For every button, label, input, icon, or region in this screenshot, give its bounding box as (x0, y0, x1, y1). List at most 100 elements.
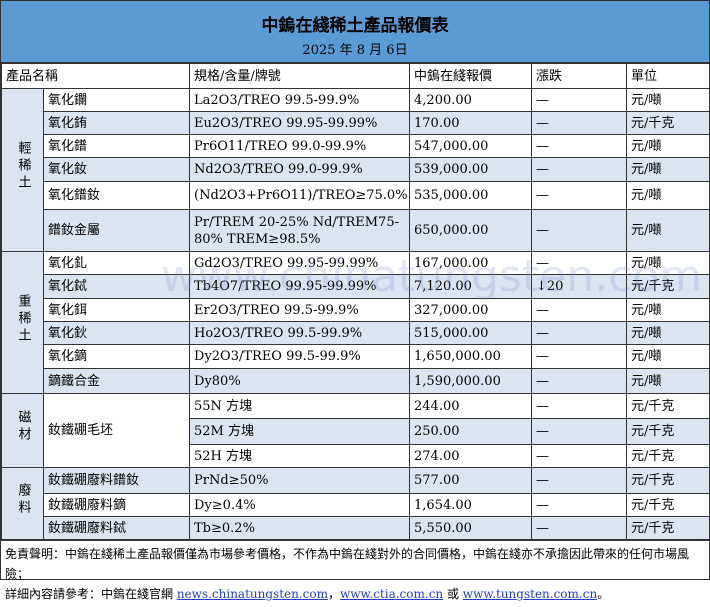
price: 577.00 (409, 467, 533, 494)
spec: Pr/TREM 20-25% Nd/TREM75-80% TREM≥98.5% (189, 209, 411, 252)
disclaimer: 免責聲明：中鎢在綫稀土產品報價僅為市場參考價格，不作為中鎢在綫對外的合同價格，中… (5, 547, 690, 581)
product-name: 氧化釓 (42, 251, 191, 275)
price: 1,650,000.00 (409, 344, 533, 369)
change: ↓20 (531, 274, 628, 299)
product-name: 氧化鈥 (42, 321, 191, 345)
change: — (531, 344, 628, 369)
price: 244.00 (409, 393, 533, 419)
table-row: 氧化鈥 Ho2O3/TREO 99.5-99.9% 515,000.00— 元/噸 (2, 321, 710, 345)
group-label: 廢料 (1, 467, 44, 540)
table-header-band: 中鎢在綫稀土產品報價表 2025 年 8 月 6日 (1, 1, 709, 63)
table-row: 鐠釹金屬 Pr/TREM 20-25% Nd/TREM75-80% TREM≥98… (2, 209, 710, 252)
change: — (531, 298, 628, 322)
column-headers: 產品名稱 規格/含量/牌號 中鎢在綫報價 漲跌 單位 (0, 63, 710, 89)
change: — (531, 467, 628, 494)
change: — (531, 444, 628, 468)
product-name: 氧化鏑 (42, 344, 191, 369)
unit: 元/千克 (626, 444, 710, 468)
price: 515,000.00 (409, 321, 533, 345)
product-name: 氧化鑭 (42, 88, 191, 112)
separator: ， (327, 587, 340, 601)
table-row: 52M 方塊 250.00— 元/千克 (2, 418, 710, 445)
header-spec: 規格/含量/牌號 (189, 63, 411, 89)
product-name: 釹鐵硼廢料鋱 (42, 516, 191, 540)
spec: PrNd≥50% (189, 467, 411, 494)
spec: Dy2O3/TREO 99.5-99.9% (189, 344, 411, 369)
link-tungsten[interactable]: www.tungsten.com.cn (462, 587, 598, 601)
price-table: 產品名稱 規格/含量/牌號 中鎢在綫報價 漲跌 單位 輕稀土 氧化鑭 La2O3/T… (0, 63, 710, 540)
table-row: 氧化鐠 Pr6O11/TREO 99.0-99.9% 547,000.00— 元/噸 (2, 134, 710, 158)
price: 327,000.00 (409, 298, 533, 322)
table-row: 氧化釹 Nd2O3/TREO 99.0-99.9% 539,000.00— 元/噸 (2, 157, 710, 182)
table-row: 氧化銪 Eu2O3/TREO 99.95-99.99% 170.00— 元/千克 (2, 111, 710, 135)
unit: 元/噸 (626, 321, 710, 345)
price: 1,654.00 (409, 493, 533, 517)
unit: 元/千克 (626, 418, 710, 445)
table-row: 廢料 釹鐵硼廢料鐠釹 PrNd≥50% 577.00— 元/千克 (1, 467, 710, 540)
unit: 元/噸 (626, 368, 710, 394)
change: — (531, 321, 628, 345)
price: 4,200.00 (409, 88, 533, 112)
spec: Dy≥0.4% (189, 493, 411, 517)
table-row: 釹鐵硼廢料鏑 Dy≥0.4% 1,654.00— 元/千克 (2, 493, 710, 517)
group-label: 輕稀土 (1, 88, 44, 252)
change: — (531, 393, 628, 419)
link-ctia[interactable]: www.ctia.com.cn (340, 587, 444, 601)
price: 650,000.00 (409, 209, 533, 252)
unit: 元/千克 (626, 493, 710, 517)
change: — (531, 88, 628, 112)
unit: 元/千克 (626, 111, 710, 135)
link-news[interactable]: news.chinatungsten.com (176, 587, 328, 601)
product-name: 鐠釹金屬 (42, 209, 191, 252)
price: 1,590,000.00 (409, 368, 533, 394)
table-row: 氧化鉺 Er2O3/TREO 99.5-99.9% 327,000.00— 元/噸 (2, 298, 710, 322)
unit: 元/噸 (626, 298, 710, 322)
product-name: 氧化鉺 (42, 298, 191, 322)
group-label: 重稀土 (1, 251, 44, 394)
spec: La2O3/TREO 99.5-99.9% (189, 88, 411, 112)
price: 7,120.00 (409, 274, 533, 299)
change: — (531, 368, 628, 394)
header-price: 中鎢在綫報價 (409, 63, 533, 89)
price: 167,000.00 (409, 251, 533, 275)
price: 539,000.00 (409, 157, 533, 182)
unit: 元/噸 (626, 344, 710, 369)
table-row: 釹鐵硼廢料鋱 Tb≥0.2% 5,550.00— 元/千克 (2, 516, 710, 540)
change: — (531, 493, 628, 517)
table-row: 重稀土 氧化釓 Gd2O3/TREO 99.95-99.99% 167,000.00 —… (1, 251, 710, 394)
product-name: 氧化鐠 (42, 134, 191, 158)
price: 170.00 (409, 111, 533, 135)
separator: 或 (443, 587, 463, 601)
product-name: 鏑鐵合金 (42, 368, 191, 394)
unit: 元/噸 (626, 209, 710, 252)
change: — (531, 134, 628, 158)
spec: Pr6O11/TREO 99.0-99.9% (189, 134, 411, 158)
spec: Nd2O3/TREO 99.0-99.9% (189, 157, 411, 182)
spec: 52H 方塊 (189, 444, 411, 468)
product-name: 氧化鋱 (42, 274, 191, 299)
unit: 元/千克 (626, 393, 710, 419)
change: — (531, 209, 628, 252)
spec: Dy80% (189, 368, 411, 394)
group-label: 磁材 (1, 393, 44, 468)
header-name: 產品名稱 (0, 63, 191, 89)
spec: 55N 方塊 (189, 393, 411, 419)
footer: 免責聲明：中鎢在綫稀土產品報價僅為市場參考價格，不作為中鎢在綫對外的合同價格，中… (1, 540, 709, 607)
table-row: 氧化鋱 Tb4O7/TREO 99.95-99.99% 7,120.00 ↓20 元/千… (2, 274, 710, 299)
price: 250.00 (409, 418, 533, 445)
spec: Ho2O3/TREO 99.5-99.9% (189, 321, 411, 345)
change: — (531, 181, 628, 210)
spec: Tb4O7/TREO 99.95-99.99% (189, 274, 411, 299)
spec: Gd2O3/TREO 99.95-99.99% (189, 251, 411, 275)
product-name: 釹鐵硼毛坯 (42, 393, 191, 468)
product-name: 釹鐵硼廢料鏑 (42, 493, 191, 517)
table-row: 鏑鐵合金 Dy80% 1,590,000.00— 元/噸 (2, 368, 710, 394)
header-unit: 單位 (626, 63, 710, 89)
spec: Er2O3/TREO 99.5-99.9% (189, 298, 411, 322)
unit: 元/千克 (626, 467, 710, 494)
unit: 元/噸 (626, 251, 710, 275)
product-name: 氧化銪 (42, 111, 191, 135)
unit: 元/噸 (626, 157, 710, 182)
unit: 元/千克 (626, 516, 710, 540)
spec: Eu2O3/TREO 99.95-99.99% (189, 111, 411, 135)
